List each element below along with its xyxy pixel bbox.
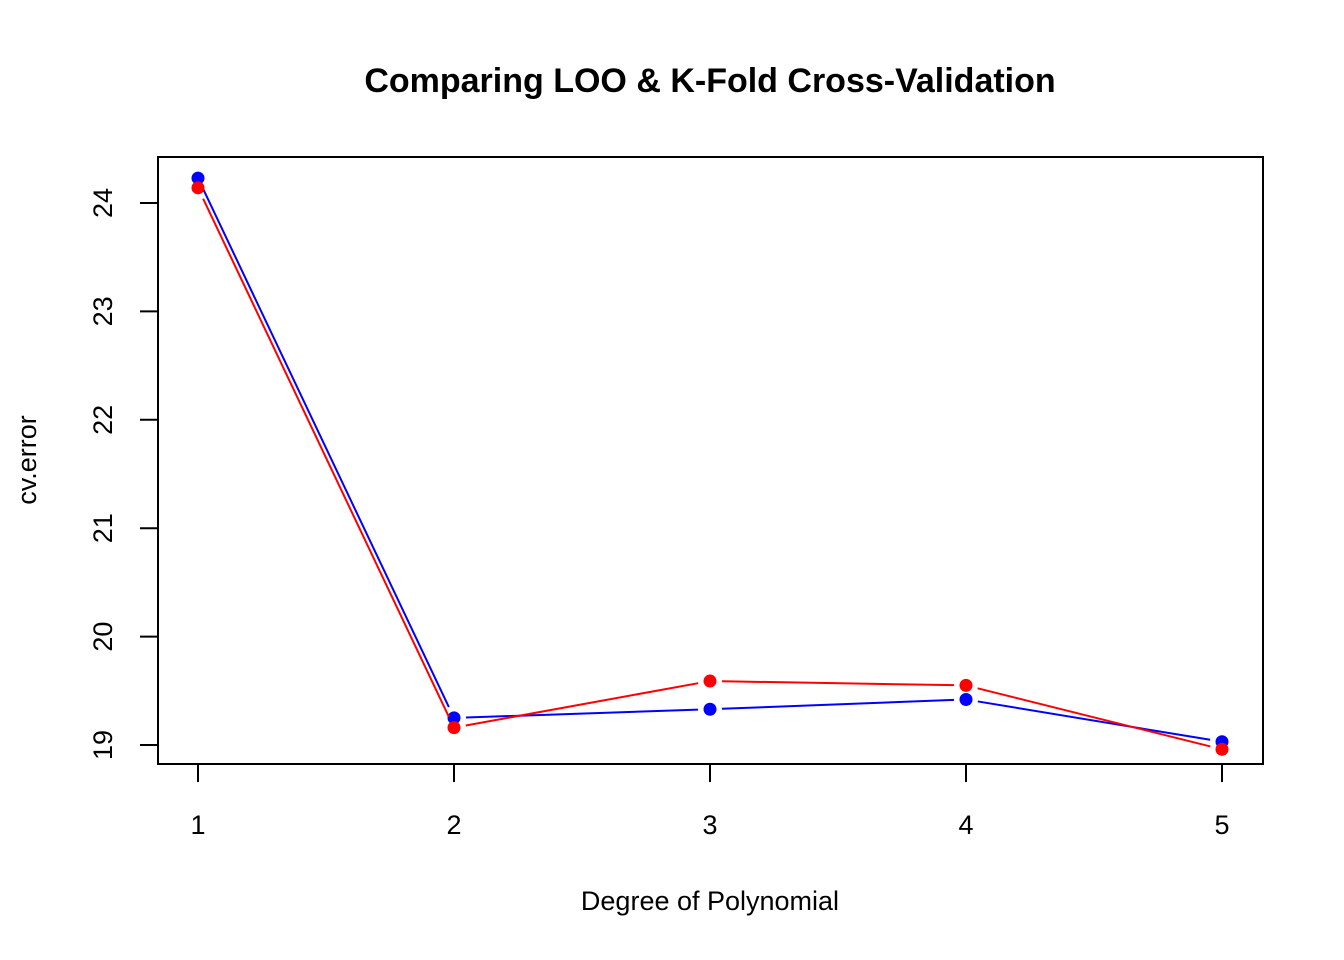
x-tick-label: 3 [702,810,717,840]
data-point [1215,742,1229,756]
series [191,181,1229,756]
chart-title: Comparing LOO & K-Fold Cross-Validation [364,62,1055,100]
series-line-segment [721,698,955,710]
plot-frame [157,156,1264,765]
y-tick-label: 24 [88,188,118,218]
y-tick-label: 22 [88,405,118,435]
data-point [703,674,717,688]
data-point [703,702,717,716]
series-layer [191,171,1229,756]
data-point [191,181,205,195]
y-tick-label: 23 [88,296,118,326]
series-line-segment [202,198,450,718]
x-tick-label: 1 [190,810,205,840]
series-line-segment [977,687,1211,748]
x-tick-label: 2 [446,810,461,840]
series-line-segment [721,680,955,687]
series-line-segment [977,700,1211,741]
y-tick-label: 19 [88,730,118,760]
x-tick-label: 4 [958,810,973,840]
y-axis: 19 20 21 22 23 24 [88,188,158,760]
data-point [959,692,973,706]
series-line-segment [465,708,699,719]
y-tick-label: 21 [88,513,118,543]
series-line-segment [202,188,450,708]
y-tick-label: 20 [88,622,118,652]
x-axis-label: Degree of Polynomial [581,886,839,916]
y-axis-label: cv.error [12,415,42,505]
series-line-segment [465,682,699,727]
x-axis: 1 2 3 4 5 [190,764,1230,840]
data-point [959,678,973,692]
series [191,171,1229,749]
x-tick-label: 5 [1214,810,1229,840]
data-point [447,711,461,725]
data-point [191,171,205,185]
data-point [447,721,461,735]
